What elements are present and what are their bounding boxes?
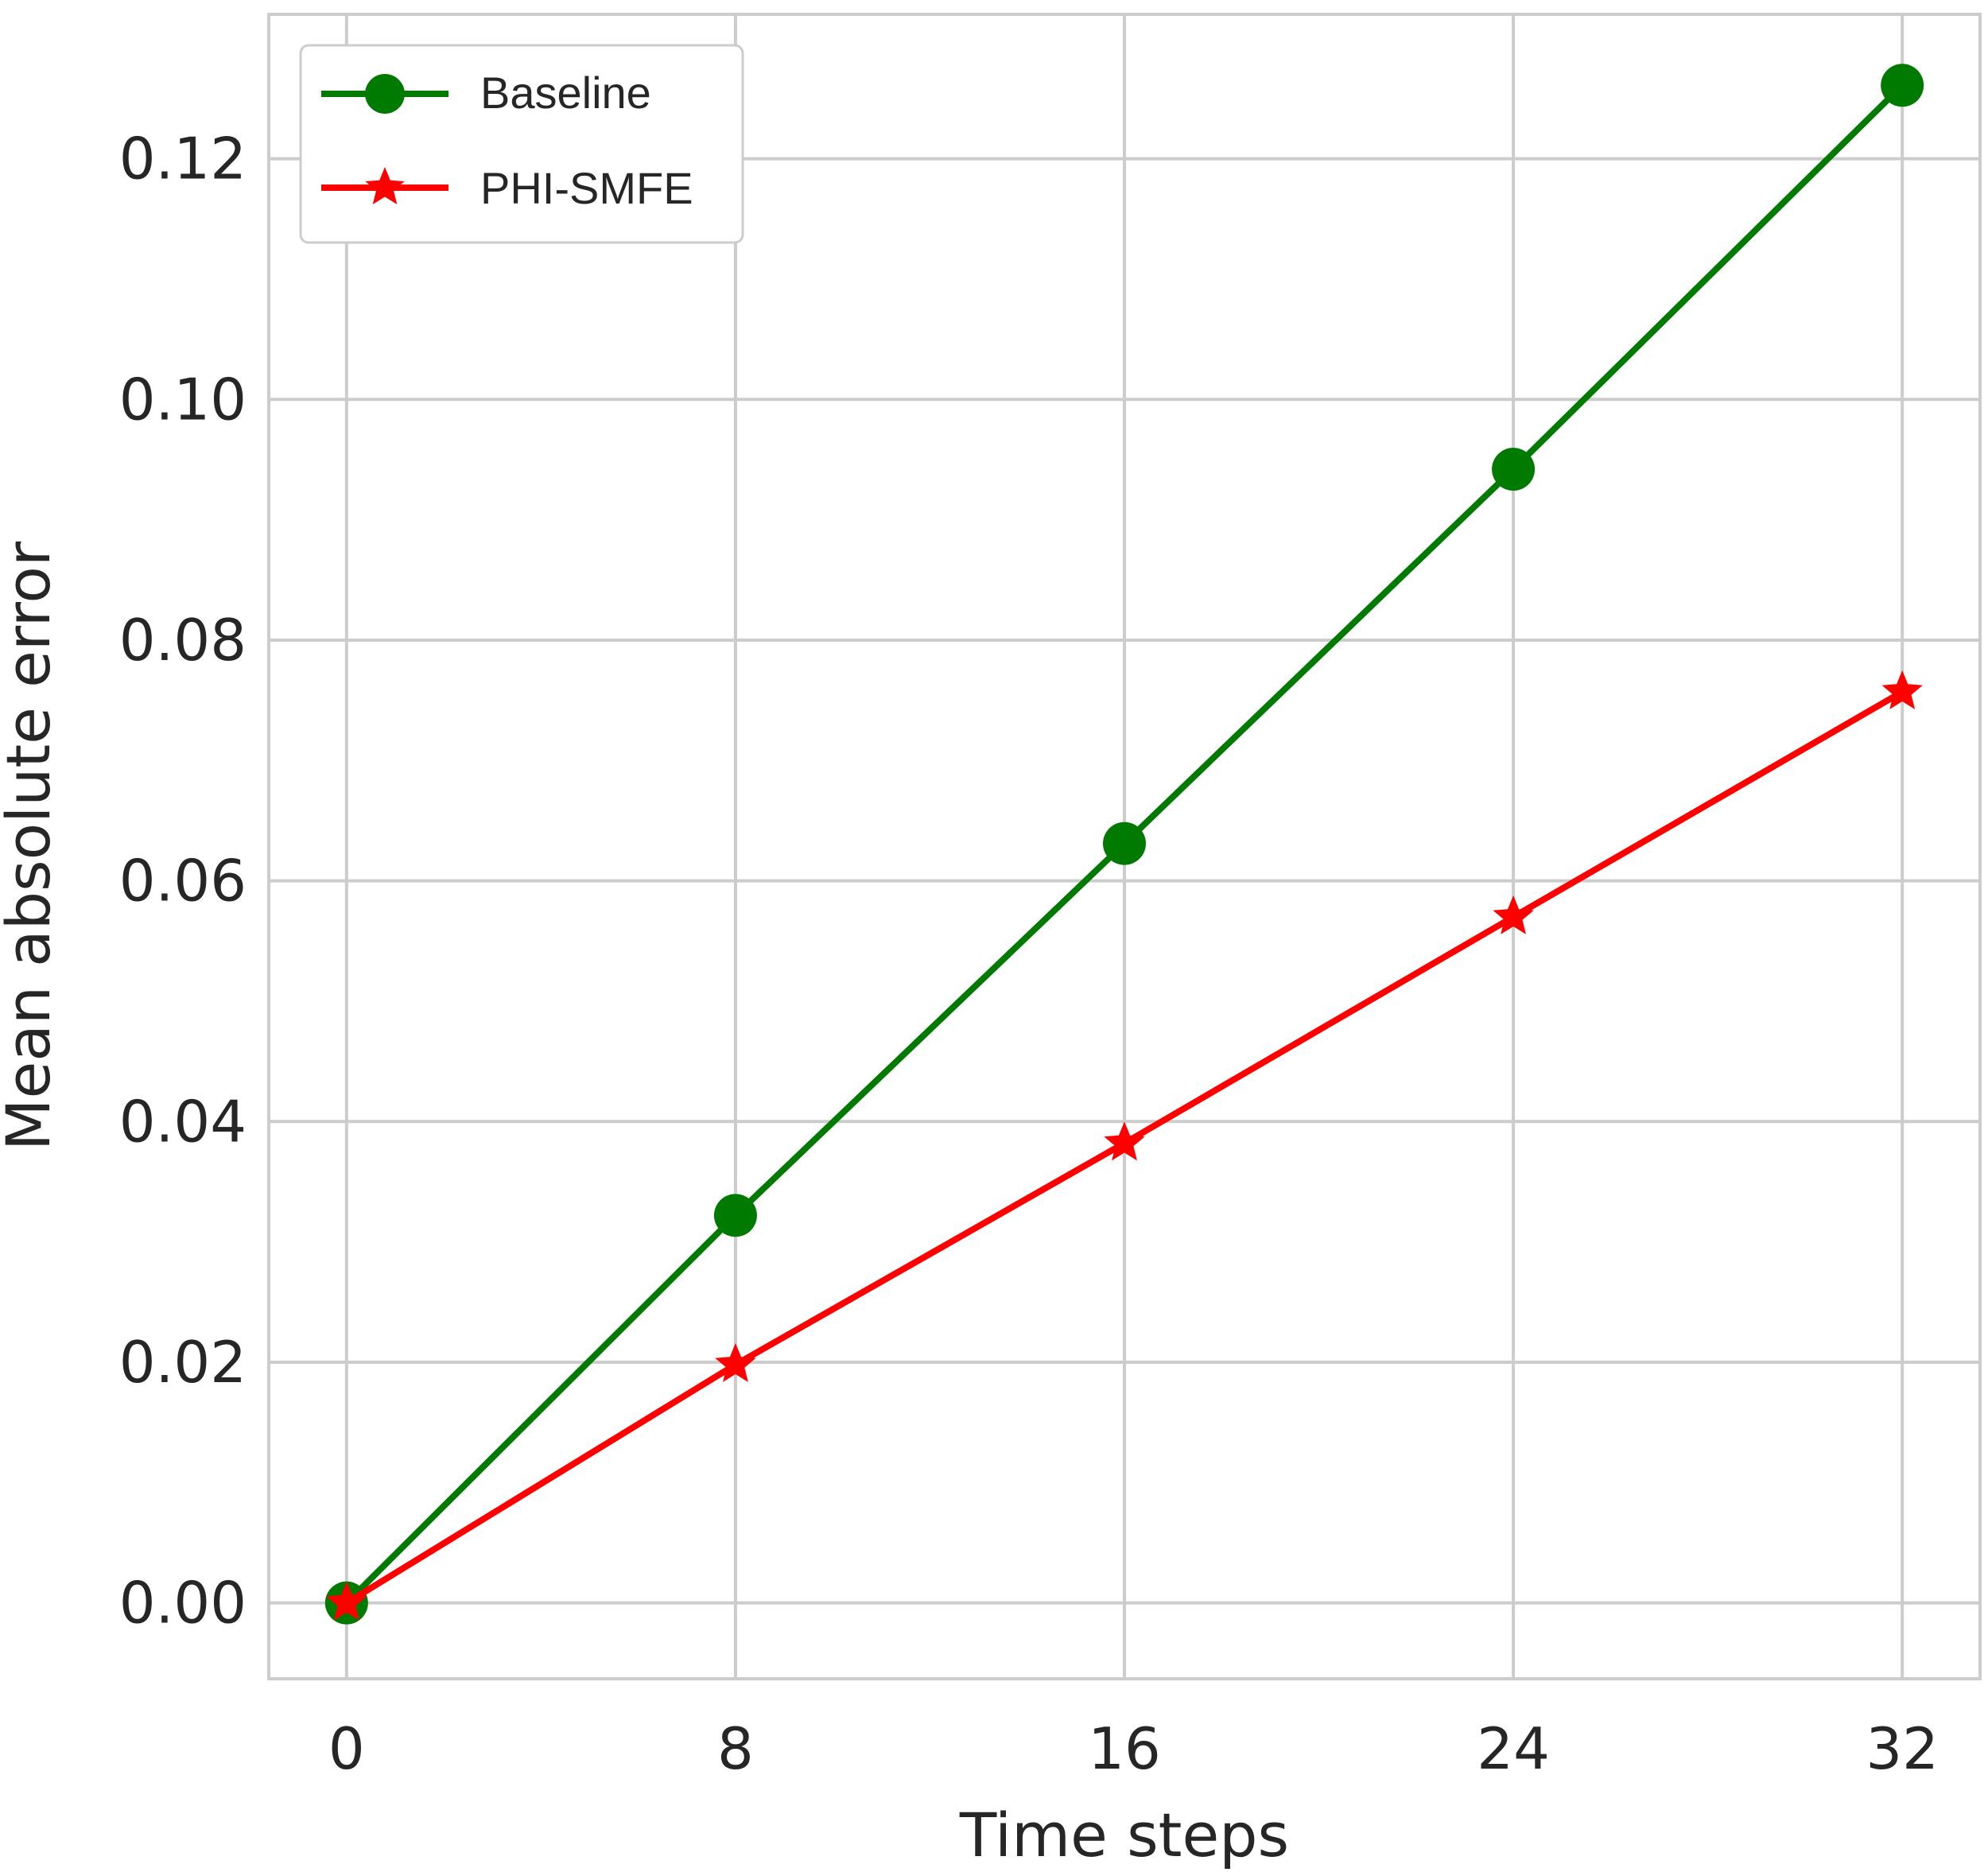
y-tick-label: 0.00: [119, 1570, 247, 1637]
legend-baseline-label: Baseline: [480, 68, 651, 118]
data-point-phi-smfe: [1104, 1121, 1145, 1161]
data-point-baseline: [713, 1194, 757, 1237]
series-lines: [324, 64, 1924, 1625]
data-point-phi-smfe: [1881, 670, 1923, 709]
x-axis-label: Time steps: [959, 1800, 1289, 1870]
x-tick-label: 24: [1477, 1715, 1550, 1782]
grid-lines: [269, 14, 1980, 1679]
x-tick-label: 16: [1088, 1715, 1161, 1782]
data-point-phi-smfe: [715, 1343, 756, 1382]
data-point-baseline: [1103, 821, 1146, 865]
x-tick-label: 8: [717, 1715, 754, 1782]
y-tick-label: 0.06: [119, 848, 247, 915]
y-tick-label: 0.02: [119, 1329, 247, 1396]
y-tick-label: 0.04: [119, 1088, 247, 1155]
legend-baseline-marker: [365, 74, 405, 114]
y-tick-label: 0.10: [119, 366, 247, 433]
x-tick-label: 0: [328, 1715, 365, 1782]
x-tick-label: 32: [1866, 1715, 1939, 1782]
data-point-baseline: [1492, 448, 1536, 491]
data-point-phi-smfe: [1493, 895, 1534, 934]
y-tick-label: 0.12: [119, 126, 247, 192]
legend: Baseline PHI-SMFE: [299, 44, 744, 244]
tick-labels: 0 8 16 24 32 0.00 0.02 0.04 0.06 0.08 0.10 0.12: [119, 126, 1939, 1782]
data-point-baseline: [1881, 64, 1924, 107]
y-tick-label: 0.08: [119, 607, 247, 674]
y-axis-label: Mean absolute error: [0, 541, 64, 1151]
legend-phi-smfe-label: PHI-SMFE: [480, 163, 693, 213]
data-point-phi-smfe: [326, 1581, 367, 1621]
legend-phi-smfe-marker: [365, 167, 405, 204]
